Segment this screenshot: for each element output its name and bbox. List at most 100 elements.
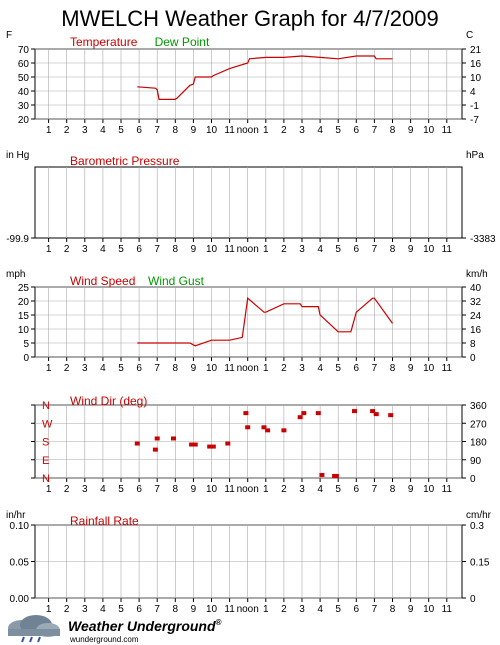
winddir-compass-label: W [42,418,53,430]
temperature-x-tick-label: 1 [46,125,52,136]
wind-x-tick-label: 6 [136,363,142,374]
temperature-x-tick-label: 8 [390,125,396,136]
pressure-x-tick-label: 4 [317,244,323,255]
wind-right-unit: km/h [466,269,488,280]
wind-x-tick-label: 5 [118,363,124,374]
cloud-logo-icon [8,615,60,643]
rainfall-y-right-label: 0 [470,594,476,605]
winddir-point [261,425,267,430]
winddir-x-tick-label: 10 [423,484,435,495]
winddir-point [281,428,287,433]
temperature-y-left-label: 20 [18,115,30,126]
wind-y-right-label: 16 [470,325,482,336]
pressure-x-tick-label: 10 [206,244,218,255]
temperature-legend-entry: Dew Point [155,35,210,49]
temperature-x-tick-label: 4 [100,125,106,136]
winddir-point [170,436,176,441]
rainfall-x-tick-label: 5 [335,604,341,615]
winddir-point [297,415,303,420]
temperature-y-right-label: -7 [470,115,479,126]
wind-y-right-label: 8 [470,339,476,350]
pressure-x-tick-label: 10 [423,244,435,255]
pressure-x-tick-label: 2 [64,244,70,255]
temperature-x-tick-label: 8 [173,125,179,136]
winddir-y-right-label: 90 [470,456,482,467]
winddir-point [388,413,394,418]
wind-y-right-label: 40 [470,283,482,294]
wind-x-tick-label: 6 [354,363,360,374]
winddir-x-tick-label: 1 [46,484,52,495]
winddir-x-tick-label: noon [237,484,259,495]
rainfall-x-tick-label: 4 [100,604,106,615]
pressure-plot-frame [34,166,463,239]
temperature-y-right-label: 4 [470,87,476,98]
rainfall-x-tick-label: 4 [317,604,323,615]
wind-left-unit: mph [6,269,25,280]
pressure-x-tick-label: 11 [442,244,453,255]
brand-name: Weather Underground® [68,618,222,634]
wind-y-left-label: 10 [18,325,30,336]
rainfall-x-tick-label: 7 [372,604,378,615]
page-title: MWELCH Weather Graph for 4/7/2009 [61,6,439,31]
wind-x-tick-label: 10 [206,363,218,374]
rainfall-right-unit: cm/hr [466,510,492,521]
temperature-x-tick-label: 11 [224,125,235,136]
pressure-left-unit: in Hg [6,150,29,161]
temperature-series-line [137,55,393,101]
winddir-point [245,425,251,430]
rainfall-x-tick-label: noon [237,604,259,615]
winddir-point [134,441,140,446]
wind-x-tick-label: 11 [224,363,235,374]
temperature-x-tick-label: 6 [354,125,360,136]
winddir-compass-label: N [42,400,50,412]
winddir-x-tick-label: 7 [154,484,160,495]
winddir-x-tick-label: 5 [335,484,341,495]
pressure-x-tick-label: 3 [299,244,305,255]
temperature-x-tick-label: 6 [136,125,142,136]
winddir-point [319,472,325,477]
rainfall-x-tick-label: 6 [354,604,360,615]
wind-y-right-label: 32 [470,297,482,308]
pressure-x-tick-label: 1 [263,244,269,255]
pressure-y-left-label: -99.9 [6,234,29,245]
pressure-x-tick-label: 3 [82,244,88,255]
temperature-x-tick-label: 11 [442,125,453,136]
wind-x-tick-label: 4 [317,363,323,374]
winddir-y-right-label: 180 [470,438,487,449]
pressure-x-tick-label: 8 [390,244,396,255]
temperature-y-right-label: 10 [470,73,482,84]
temperature-y-left-label: 60 [18,59,30,70]
wind-x-tick-label: 10 [423,363,435,374]
rainfall-left-unit: in/hr [6,510,26,521]
weather-underground-logo[interactable]: Weather Underground® wunderground.com [2,614,262,644]
rainfall-legend-entry: Rainfall Rate [70,514,139,528]
winddir-point [207,444,213,449]
wind-y-right-label: 24 [470,311,482,322]
winddir-y-right-label: 360 [470,401,487,412]
temperature-y-right-label: 21 [470,45,482,56]
wind-x-tick-label: 2 [64,363,70,374]
pressure-x-tick-label: 11 [224,244,235,255]
rainfall-x-tick-label: 8 [173,604,179,615]
wind-x-tick-label: 9 [408,363,414,374]
temperature-plot-frame [34,48,463,120]
wind-x-tick-label: 1 [263,363,269,374]
winddir-x-tick-label: 7 [372,484,378,495]
winddir-point [225,441,231,446]
temperature-legend-entry: Temperature [70,35,138,49]
winddir-point [210,444,216,449]
rainfall-x-tick-label: 10 [423,604,435,615]
brand-url: wunderground.com [70,635,139,644]
temperature-x-tick-label: 4 [317,125,323,136]
winddir-point [315,411,321,416]
pressure-x-tick-label: 2 [281,244,287,255]
rainfall-x-tick-label: 3 [299,604,305,615]
wind-y-left-label: 5 [23,339,29,350]
rainfall-y-left-label: 0.10 [10,521,30,532]
winddir-x-tick-label: 3 [299,484,305,495]
winddir-x-tick-label: 3 [82,484,88,495]
rainfall-y-right-label: 0.15 [470,558,490,569]
winddir-y-right-label: 270 [470,419,487,430]
winddir-x-tick-label: 1 [263,484,269,495]
